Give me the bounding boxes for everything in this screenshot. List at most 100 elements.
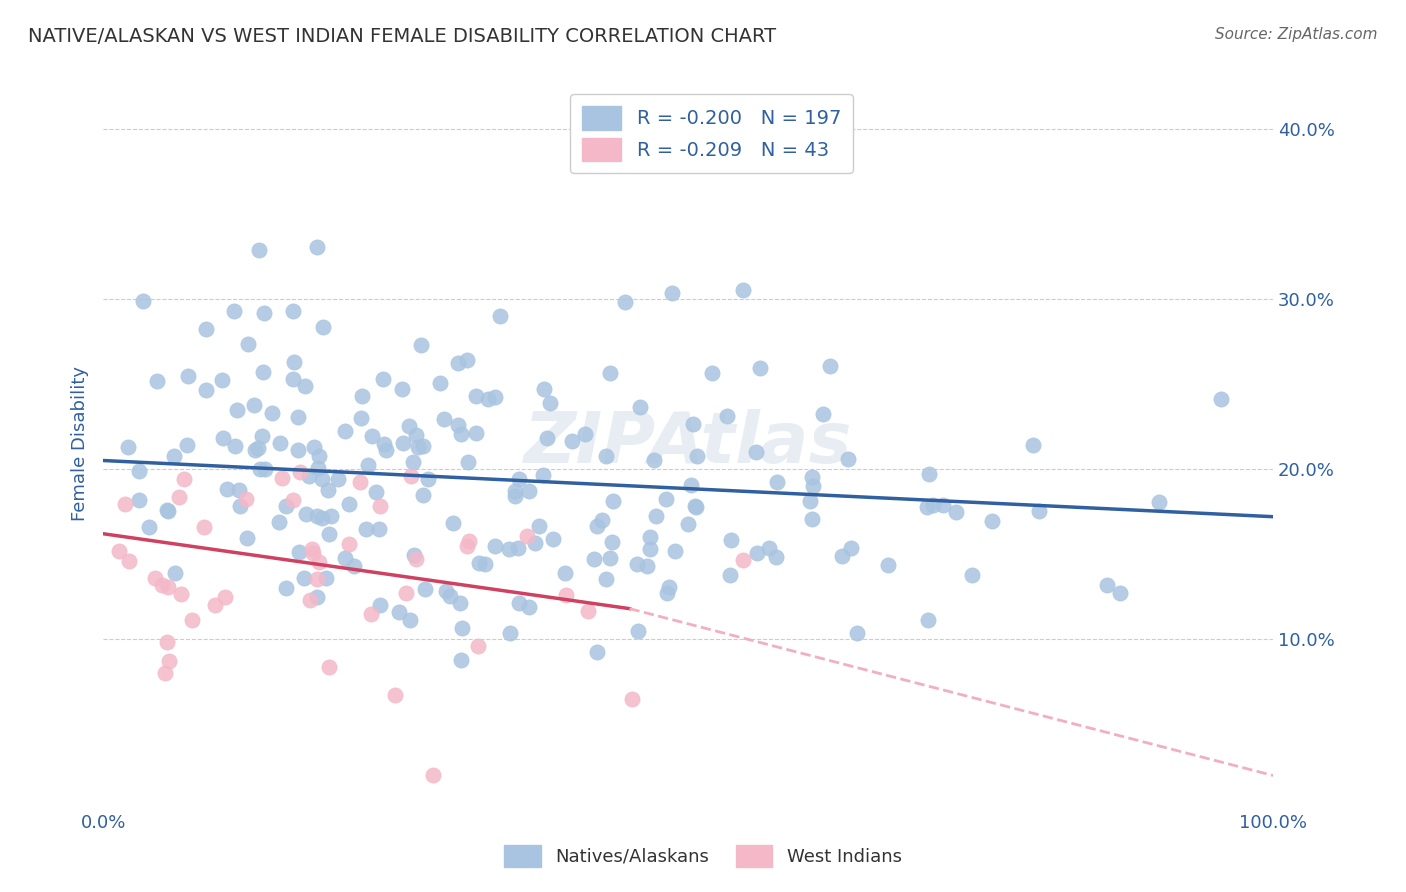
Point [620,691,643,706]
Point [811,407,834,421]
Point [156,635,179,649]
Y-axis label: Female Disability: Female Disability [72,366,89,521]
Point [132,294,155,309]
Point [315,571,337,585]
Point [374,443,396,458]
Point [224,439,246,453]
Point [146,374,169,388]
Point [506,541,529,556]
Point [308,555,330,569]
Point [368,499,391,513]
Point [288,465,311,479]
Point [302,440,325,454]
Point [211,373,233,387]
Point [801,479,824,493]
Point [918,467,941,481]
Point [477,392,499,407]
Point [337,498,360,512]
Point [450,653,472,667]
Point [287,409,309,424]
Point [766,475,789,490]
Point [371,371,394,385]
Point [595,449,617,463]
Point [305,508,328,523]
Point [700,366,723,380]
Point [1209,392,1232,406]
Point [247,244,270,258]
Point [600,535,623,549]
Point [169,490,191,504]
Point [686,449,709,463]
Point [254,462,277,476]
Point [118,554,141,568]
Point [800,512,823,526]
Point [561,434,583,448]
Point [1095,578,1118,592]
Point [626,557,648,571]
Point [297,469,319,483]
Point [352,389,374,403]
Point [195,322,218,336]
Point [733,552,755,566]
Point [170,587,193,601]
Point [269,435,291,450]
Point [222,303,245,318]
Point [307,239,329,253]
Point [655,491,678,506]
Point [1109,586,1132,600]
Point [519,599,541,614]
Point [267,515,290,529]
Point [591,512,613,526]
Point [399,613,422,627]
Point [368,598,391,612]
Point [283,355,305,369]
Point [981,515,1004,529]
Point [433,411,456,425]
Point [439,589,461,603]
Point [368,522,391,536]
Point [107,543,129,558]
Point [465,389,488,403]
Point [602,493,624,508]
Point [398,418,420,433]
Point [214,590,236,604]
Point [536,431,558,445]
Point [678,517,700,532]
Text: ZIPAtlas: ZIPAtlas [524,409,852,478]
Point [474,557,496,571]
Point [274,581,297,595]
Point [837,452,859,467]
Point [163,449,186,463]
Point [236,531,259,545]
Point [316,483,339,497]
Point [402,549,425,563]
Point [343,558,366,573]
Point [312,319,335,334]
Point [508,472,530,486]
Point [745,444,768,458]
Point [441,516,464,531]
Point [627,624,650,639]
Point [499,626,522,640]
Point [114,498,136,512]
Point [524,536,547,550]
Point [357,458,380,472]
Point [276,499,298,513]
Point [945,505,967,519]
Point [250,429,273,443]
Point [406,440,429,454]
Point [287,443,309,458]
Point [391,436,413,450]
Point [533,382,555,396]
Point [720,533,742,547]
Point [614,294,637,309]
Point [422,768,444,782]
Point [319,508,342,523]
Point [917,500,939,515]
Point [337,537,360,551]
Point [932,499,955,513]
Point [467,639,489,653]
Point [399,468,422,483]
Point [574,427,596,442]
Point [716,409,738,423]
